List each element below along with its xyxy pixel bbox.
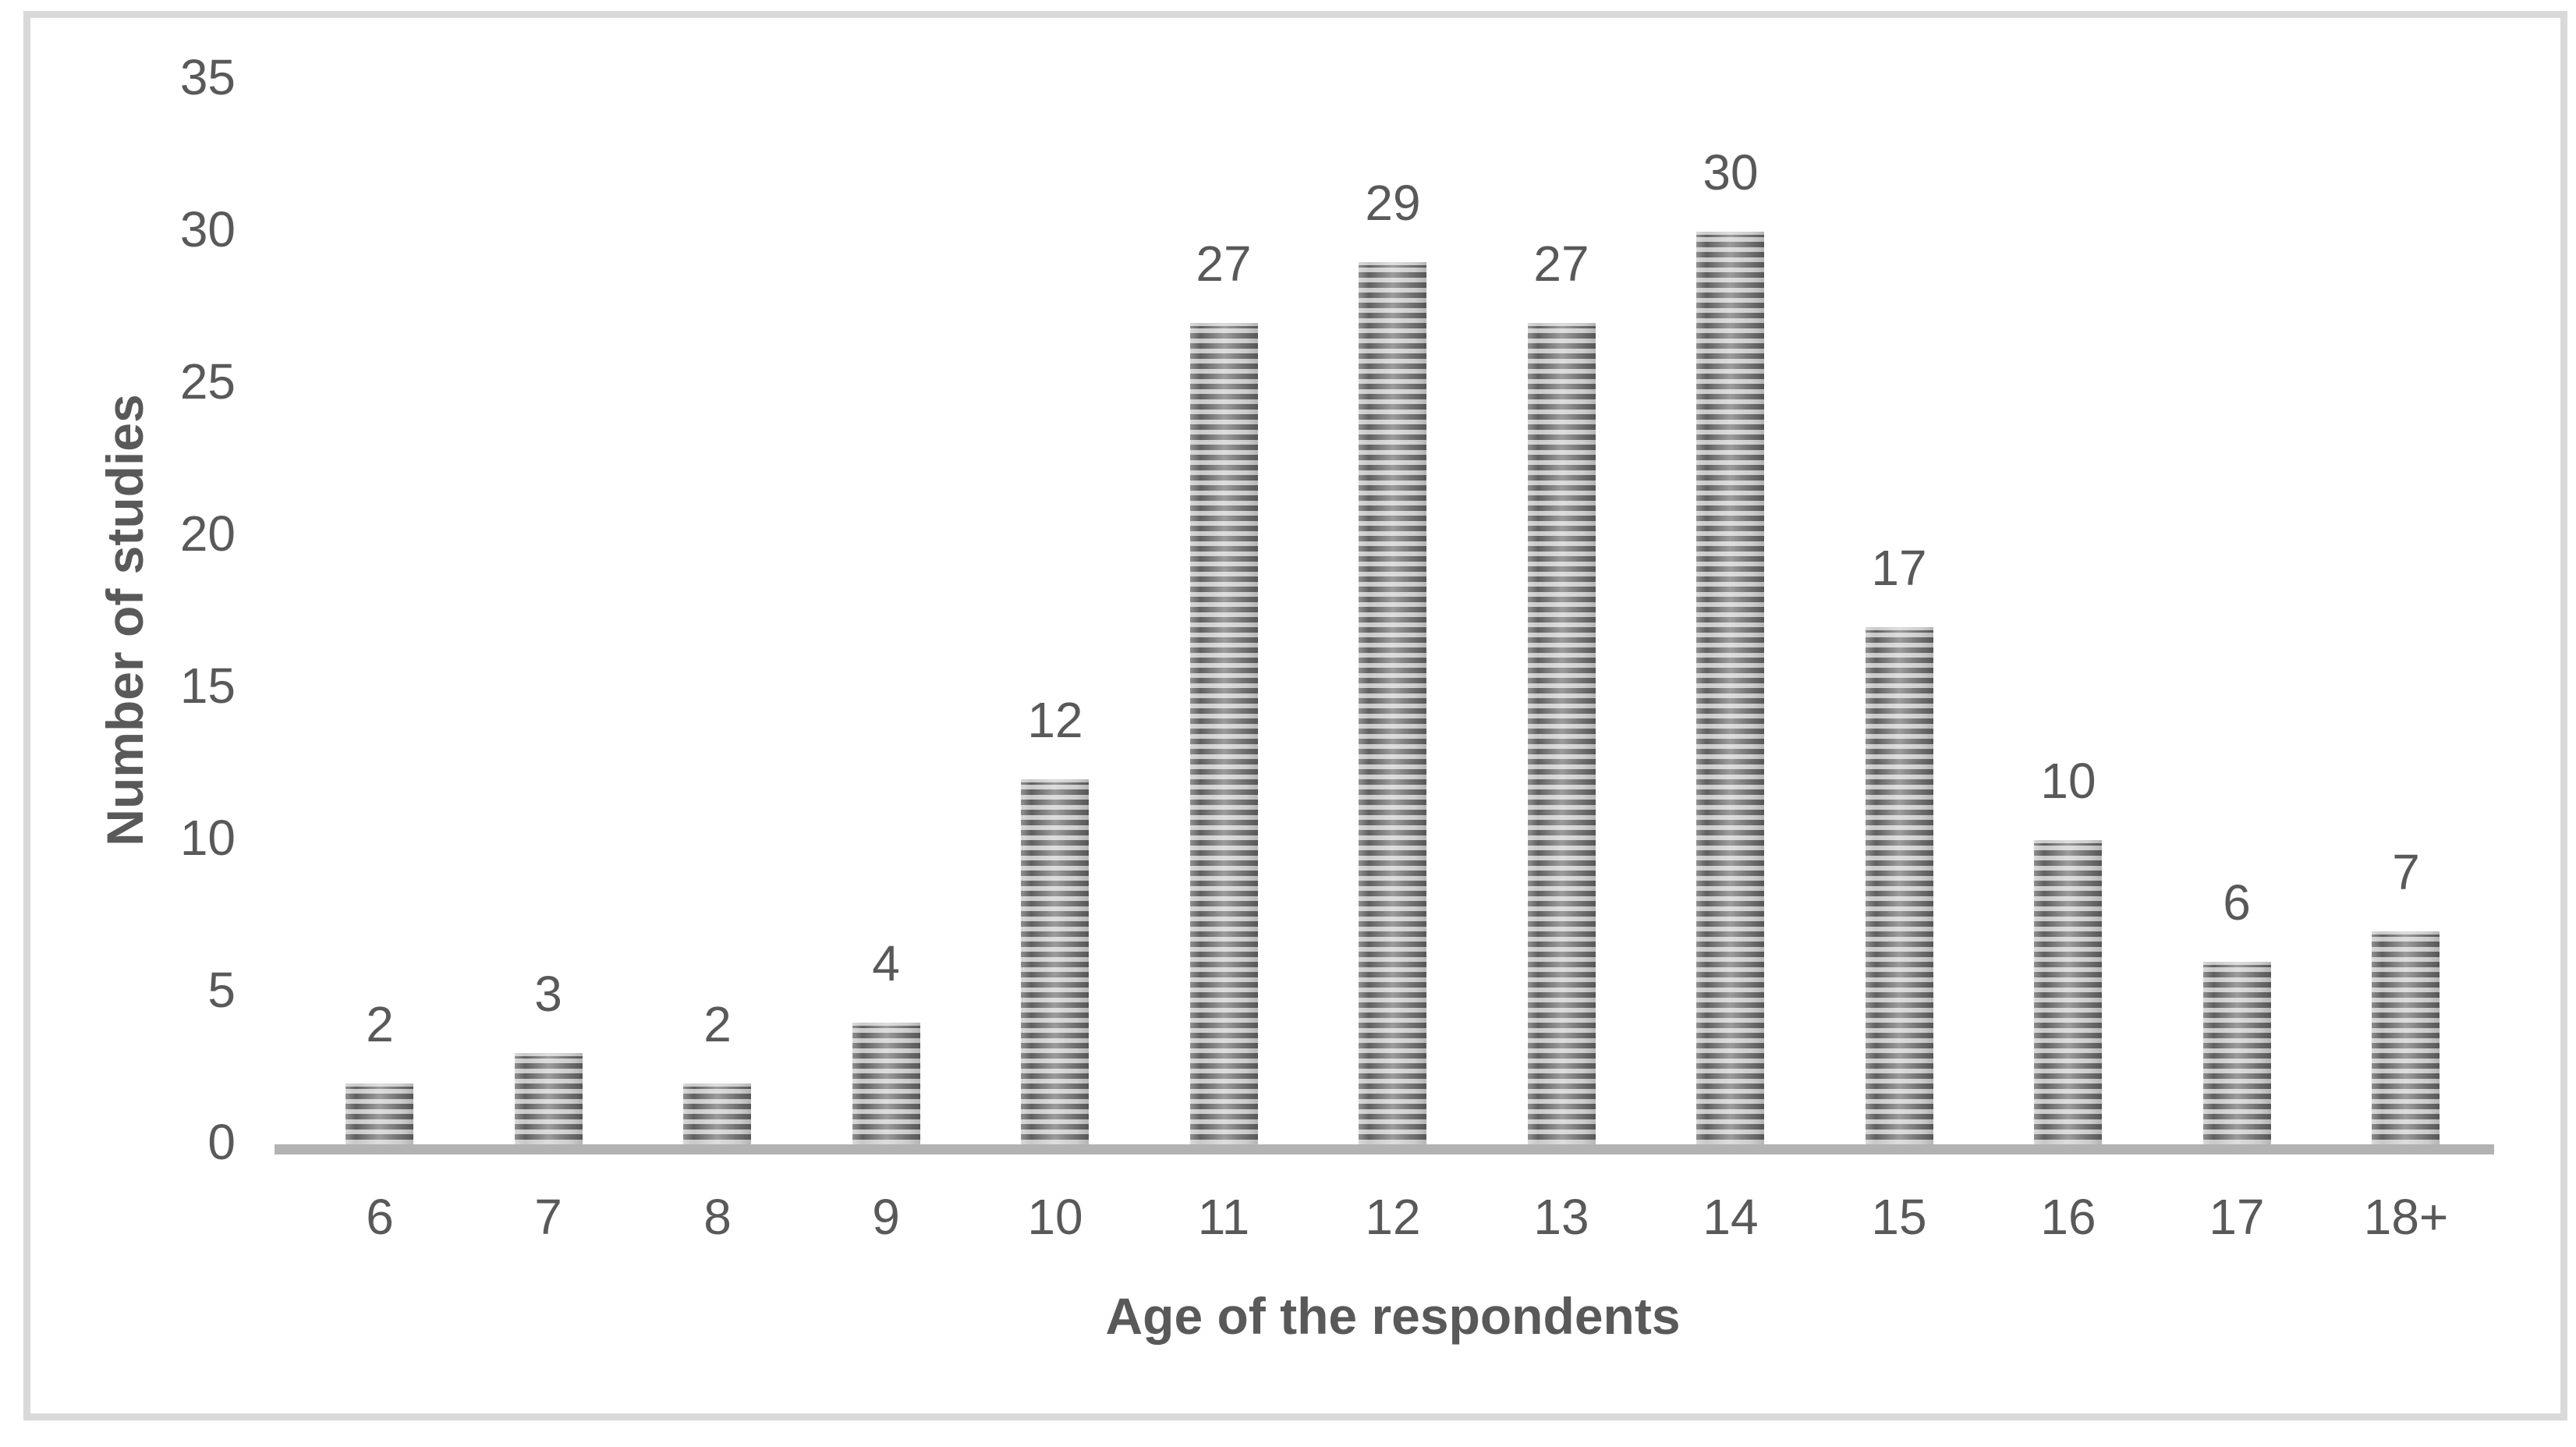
x-tick-label: 7: [534, 1189, 562, 1245]
bar-value-label: 7: [2392, 844, 2420, 900]
bar-age-16: [2034, 840, 2102, 1144]
x-tick-label: 18+: [2363, 1189, 2449, 1245]
bar-value-label: 12: [1027, 692, 1083, 748]
bar-age-6: [345, 1083, 413, 1144]
y-axis-title: Number of studies: [96, 394, 154, 846]
bar-age-17: [2203, 962, 2271, 1144]
x-tick-label: 10: [1027, 1189, 1083, 1245]
y-tick-label: 15: [179, 658, 236, 714]
y-tick-label: 10: [179, 810, 236, 866]
bar-age-18+: [2372, 931, 2440, 1144]
y-tick-label: 0: [207, 1114, 236, 1170]
x-tick-label: 9: [872, 1189, 900, 1245]
x-tick-label: 8: [703, 1189, 732, 1245]
bar-age-14: [1696, 232, 1764, 1144]
bar-age-12: [1359, 262, 1426, 1144]
bar-age-15: [1866, 627, 1933, 1144]
bar-age-9: [852, 1023, 920, 1144]
chart-border-frame: [23, 11, 2567, 1420]
bar-age-11: [1190, 323, 1258, 1144]
bar-value-label: 27: [1196, 236, 1252, 292]
y-tick-label: 20: [179, 505, 236, 562]
x-tick-label: 13: [1533, 1189, 1589, 1245]
x-tick-label: 15: [1871, 1189, 1927, 1245]
y-tick-label: 30: [179, 201, 236, 257]
bar-value-label: 3: [534, 966, 562, 1022]
bar-age-8: [683, 1083, 751, 1144]
bar-age-13: [1528, 323, 1596, 1144]
bar-value-label: 30: [1703, 144, 1759, 200]
bar-value-label: 6: [2223, 874, 2251, 931]
x-tick-label: 14: [1703, 1189, 1759, 1245]
bar-value-label: 2: [703, 996, 732, 1052]
bar-age-7: [515, 1053, 583, 1144]
y-tick-label: 25: [179, 353, 236, 410]
x-tick-label: 6: [366, 1189, 394, 1245]
x-axis-title: Age of the respondents: [1105, 1287, 1681, 1345]
bar-value-label: 10: [2040, 753, 2096, 809]
x-tick-label: 17: [2209, 1189, 2265, 1245]
bar-age-10: [1021, 779, 1089, 1144]
y-tick-label: 5: [207, 962, 236, 1018]
bar-value-label: 27: [1533, 236, 1589, 292]
bar-value-label: 2: [366, 996, 394, 1052]
bar-value-label: 4: [872, 935, 900, 991]
x-tick-label: 11: [1197, 1189, 1250, 1245]
x-axis-baseline: [275, 1144, 2494, 1154]
x-tick-label: 12: [1365, 1189, 1421, 1245]
x-tick-label: 16: [2040, 1189, 2096, 1245]
y-tick-label: 35: [179, 49, 236, 105]
bar-value-label: 29: [1365, 175, 1421, 231]
bar-value-label: 17: [1871, 540, 1927, 596]
